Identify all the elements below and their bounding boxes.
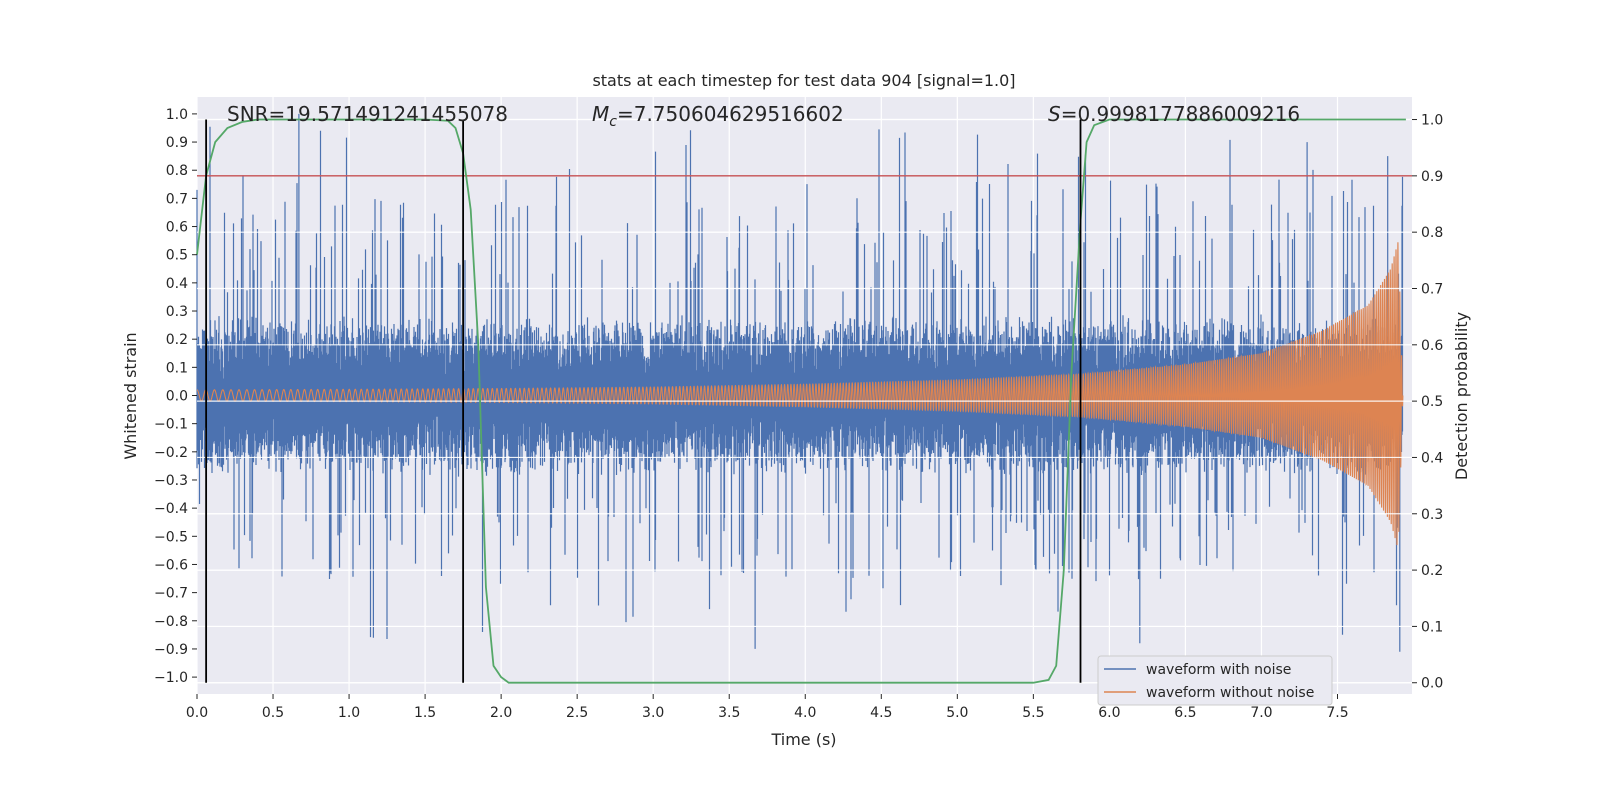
- y2-axis-ticks: 0.0 0.1 0.2 0.3 0.4 0.5 0.6 0.7 0.8 0.9 1.0: [1412, 113, 1443, 692]
- legend-box: [1097, 655, 1333, 706]
- y-tick-label: −0.4: [154, 501, 188, 517]
- y-axis-label: Whitened strain: [121, 332, 140, 459]
- x-tick-label: 3.5: [718, 705, 740, 721]
- overlay-layer: [196, 118, 1412, 684]
- y2-tick-label: 0.7: [1421, 281, 1443, 297]
- y2-tick-label: 0.9: [1421, 169, 1443, 185]
- y-tick-label: −0.5: [154, 529, 188, 545]
- y-tick-label: 0.5: [166, 248, 188, 264]
- y-tick-label: 0.6: [166, 220, 188, 236]
- y2-axis-label: Detection probability: [1452, 312, 1471, 480]
- detection-probability-line: [196, 118, 1406, 684]
- score-value: =0.9998177886009216: [1061, 102, 1300, 126]
- x-tick-label: 4.5: [870, 705, 892, 721]
- x-tick-label: 7.0: [1250, 705, 1272, 721]
- y-tick-label: 0.1: [166, 360, 188, 376]
- x-tick-label: 2.5: [566, 705, 588, 721]
- y-axis-ticks: −1.0 −0.9 −0.8 −0.7 −0.6 −0.5 −0.4 −0.3 −0.2 −0.1…: [154, 107, 197, 686]
- y-tick-label: 0.2: [166, 332, 188, 348]
- y2-tick-label: 0.6: [1421, 338, 1443, 354]
- x-tick-label: 6.0: [1098, 705, 1120, 721]
- chirp-mass-value: =7.750604629516602: [617, 102, 844, 126]
- y2-tick-label: 0.3: [1421, 507, 1443, 523]
- y-tick-label: 0.9: [166, 135, 188, 151]
- y-tick-label: −0.3: [154, 473, 188, 489]
- chirp-mass-subscript: c: [609, 114, 617, 130]
- y-tick-label: 1.0: [166, 107, 188, 123]
- y2-tick-label: 0.0: [1421, 676, 1443, 692]
- y-tick-label: −0.8: [154, 614, 188, 630]
- x-tick-label: 6.5: [1174, 705, 1196, 721]
- y-tick-label: 0.4: [166, 276, 188, 292]
- x-tick-label: 0.5: [262, 705, 284, 721]
- y-tick-label: −0.7: [154, 586, 188, 602]
- x-tick-label: 0.0: [186, 705, 208, 721]
- y2-tick-label: 1.0: [1421, 113, 1443, 129]
- x-tick-label: 4.0: [794, 705, 816, 721]
- x-tick-label: 3.0: [642, 705, 664, 721]
- x-axis-label: Time (s): [770, 730, 836, 749]
- y2-tick-label: 0.5: [1421, 394, 1443, 410]
- legend-label-with-noise: waveform with noise: [1146, 662, 1291, 678]
- x-tick-label: 5.5: [1022, 705, 1044, 721]
- chirp-mass-symbol: M: [592, 102, 609, 126]
- y-tick-label: −0.2: [154, 445, 188, 461]
- x-tick-label: 2.0: [490, 705, 512, 721]
- x-tick-label: 1.5: [414, 705, 436, 721]
- y-tick-label: 0.7: [166, 191, 188, 207]
- legend-label-without-noise: waveform without noise: [1146, 685, 1314, 701]
- score-symbol: S: [1048, 102, 1061, 126]
- y-tick-label: 0.3: [166, 304, 188, 320]
- x-axis-ticks: 0.0 0.5 1.0 1.5 2.0 2.5 3.0 3.5 4.0 4.5 5.0 5.5 6.0 6…: [186, 694, 1349, 721]
- y-tick-label: −0.1: [154, 417, 188, 433]
- y-tick-label: −0.9: [154, 642, 188, 658]
- y2-tick-label: 0.4: [1421, 450, 1443, 466]
- y2-tick-label: 0.1: [1421, 619, 1443, 635]
- snr-annotation: SNR=19.571491241455078: [227, 102, 508, 126]
- y2-tick-label: 0.2: [1421, 563, 1443, 579]
- y-tick-label: 0.8: [166, 163, 188, 179]
- chirp-mass-annotation: Mc=7.750604629516602: [592, 102, 844, 130]
- chart-title: stats at each timestep for test data 904…: [592, 71, 1015, 90]
- y-tick-label: 0.0: [166, 389, 188, 405]
- legend: waveform with noise waveform without noi…: [1097, 655, 1333, 706]
- x-tick-label: 1.0: [338, 705, 360, 721]
- x-tick-label: 7.5: [1326, 705, 1348, 721]
- x-tick-label: 5.0: [946, 705, 968, 721]
- score-annotation: S=0.9998177886009216: [1048, 102, 1300, 126]
- y2-tick-label: 0.8: [1421, 225, 1443, 241]
- y-tick-label: −1.0: [154, 670, 188, 686]
- y-tick-label: −0.6: [154, 557, 188, 573]
